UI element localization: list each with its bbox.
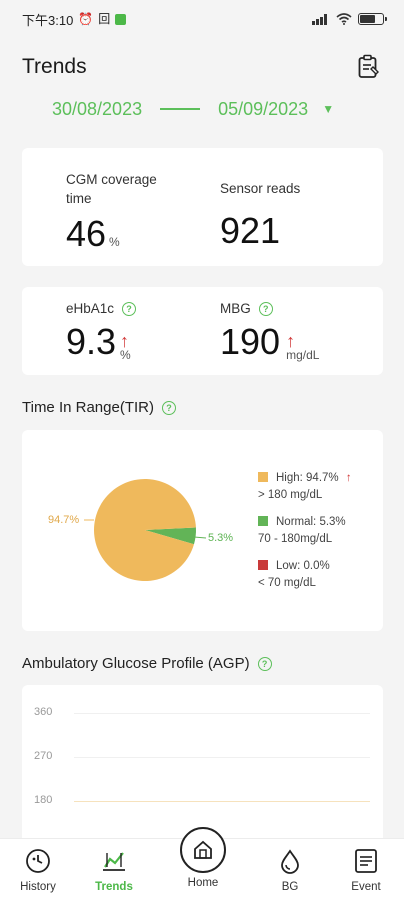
start-date[interactable]: 30/08/2023 — [52, 98, 143, 119]
report-button[interactable] — [356, 54, 382, 80]
agp-section-title: Ambulatory Glucose Profile (AGP) ? — [22, 655, 272, 672]
tir-card: 94.7% 5.3% High: 94.7% ↑ > 180 mg/dL Nor… — [22, 430, 383, 631]
status-time: 下午3:10 — [22, 12, 74, 28]
coverage-card: CGM coverage time 46% Sensor reads 921 — [22, 148, 383, 266]
notification-icon: 回 — [98, 12, 111, 26]
cgm-coverage-metric: CGM coverage time 46% — [66, 170, 186, 254]
ehba1c-value: 9.3 — [66, 321, 117, 362]
nav-bg-label[interactable]: BG — [281, 881, 299, 893]
page-title: Trends — [22, 55, 87, 78]
bottom-navigation: History Trends Home BG Event — [0, 827, 404, 900]
glucose-metrics-card: eHbA1c? 9.3 ↑ % MBG? 190 ↑ mg/dL — [22, 287, 383, 375]
ehba1c-unit: % — [120, 348, 131, 362]
agp-gridline — [74, 757, 370, 758]
agp-target-line — [74, 801, 370, 802]
alarm-icon: ⏰ — [78, 12, 94, 26]
pie-slice-high — [94, 479, 196, 581]
status-bar: 下午3:10 ⏰ 回 — [0, 0, 404, 38]
date-range-picker[interactable]: 30/08/2023 05/09/2023 ▼ — [52, 96, 372, 122]
pie-slice-normal — [145, 527, 196, 545]
mbg-value: 190 — [220, 321, 281, 362]
sensor-reads-metric: Sensor reads 921 — [220, 179, 300, 251]
app-notification-icon — [115, 13, 127, 25]
tir-pie-chart — [84, 479, 207, 581]
nav-history[interactable]: History — [8, 847, 68, 893]
help-icon[interactable]: ? — [122, 302, 137, 317]
agp-tick-label: 270 — [34, 750, 53, 762]
battery-icon — [358, 13, 387, 25]
legend-normal: Normal: 5.3% 70 - 180mg/dL — [258, 514, 346, 548]
nav-bg[interactable]: BG — [260, 847, 320, 893]
document-icon — [355, 849, 377, 873]
mbg-label: MBG — [220, 301, 251, 316]
mbg-metric: MBG? 190 ↑ mg/dL — [220, 299, 319, 362]
cgm-coverage-label: CGM coverage time — [66, 172, 157, 206]
legend-low-title: Low: 0.0% — [276, 560, 330, 572]
caret-down-icon[interactable]: ▼ — [322, 102, 335, 116]
ehba1c-metric: eHbA1c? 9.3 ↑ % — [66, 299, 137, 362]
pie-leader-normal — [193, 536, 207, 539]
cgm-coverage-value: 46 — [66, 213, 107, 254]
tir-section-title: Time In Range(TIR) ? — [22, 399, 176, 416]
arrow-up-icon: ↑ — [345, 472, 352, 484]
cellular-signal-icon — [312, 14, 327, 25]
cgm-coverage-unit: % — [109, 235, 120, 249]
agp-tick-label: 360 — [34, 706, 53, 718]
nav-event[interactable]: Event — [336, 847, 396, 893]
tir-title: Time In Range(TIR) — [22, 399, 154, 416]
help-icon[interactable]: ? — [161, 400, 176, 415]
legend-high-title: High: 94.7% — [276, 472, 339, 484]
page-header: Trends — [22, 52, 382, 82]
mbg-unit: mg/dL — [286, 348, 320, 362]
status-bar-left: 下午3:10 ⏰ 回 — [22, 10, 127, 29]
home-icon — [194, 840, 212, 859]
help-icon[interactable]: ? — [257, 656, 272, 671]
clock-icon — [26, 849, 50, 873]
wifi-icon — [336, 13, 352, 25]
blood-drop-icon — [281, 849, 299, 874]
legend-swatch-low — [258, 560, 268, 570]
legend-high-range: > 180 mg/dL — [258, 489, 323, 501]
nav-event-label[interactable]: Event — [351, 881, 381, 893]
arrow-up-icon: ↑ — [286, 331, 296, 351]
legend-swatch-normal — [258, 516, 268, 526]
legend-normal-title: Normal: 5.3% — [276, 516, 346, 528]
pie-label-high: 94.7% — [48, 514, 80, 526]
date-separator — [160, 108, 201, 110]
clipboard-icon — [358, 54, 379, 78]
legend-swatch-high — [258, 472, 268, 482]
legend-low-range: < 70 mg/dL — [258, 577, 316, 589]
agp-gridline — [74, 713, 370, 714]
sensor-reads-value: 921 — [220, 210, 281, 251]
status-bar-right — [312, 13, 387, 25]
agp-tick-label: 180 — [34, 794, 53, 806]
arrow-up-icon: ↑ — [120, 331, 130, 351]
home-button[interactable] — [180, 827, 226, 873]
legend-normal-range: 70 - 180mg/dL — [258, 533, 333, 545]
pie-label-normal: 5.3% — [208, 532, 234, 544]
trends-icon — [103, 852, 125, 871]
end-date[interactable]: 05/09/2023 — [218, 98, 309, 119]
nav-history-label[interactable]: History — [20, 881, 56, 893]
help-icon[interactable]: ? — [258, 302, 273, 317]
ehba1c-label: eHbA1c — [66, 301, 115, 316]
nav-trends-label[interactable]: Trends — [95, 881, 133, 893]
nav-home-label-wrap[interactable]: Home — [173, 877, 233, 889]
legend-low: Low: 0.0% < 70 mg/dL — [258, 558, 330, 592]
agp-title: Ambulatory Glucose Profile (AGP) — [22, 655, 250, 672]
nav-home-label[interactable]: Home — [187, 877, 219, 889]
legend-high: High: 94.7% ↑ > 180 mg/dL — [258, 470, 352, 504]
sensor-reads-label: Sensor reads — [220, 181, 301, 196]
agp-card: 360 270 180 — [22, 685, 383, 845]
nav-trends[interactable]: Trends — [84, 847, 144, 893]
